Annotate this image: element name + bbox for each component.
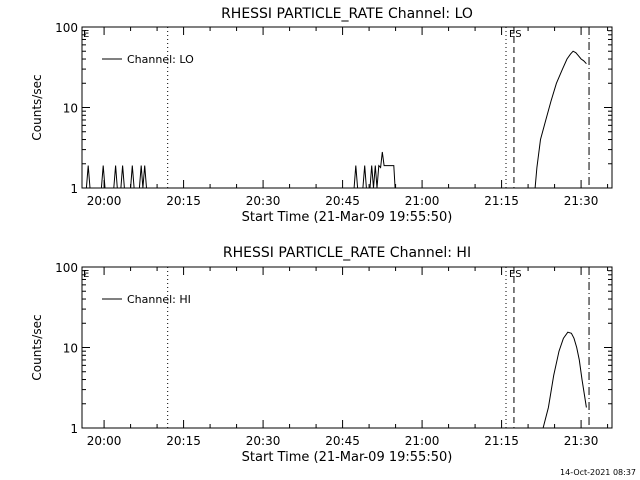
y-tick-label: 100 — [55, 21, 78, 35]
x-tick-label: 20:30 — [246, 194, 281, 208]
event-marker-label: ES — [509, 29, 522, 40]
plot-frame — [81, 26, 613, 189]
x-tick-label: 20:45 — [325, 434, 360, 448]
x-axis-label: Start Time (21-Mar-09 19:55:50) — [242, 210, 453, 225]
x-tick-label: 21:00 — [405, 194, 440, 208]
event-marker-label: ES — [509, 269, 522, 280]
chart-title: RHESSI PARTICLE_RATE Channel: HI — [223, 245, 471, 261]
legend-label: Channel: HI — [127, 293, 191, 306]
x-tick-label: 20:45 — [325, 194, 360, 208]
y-axis-label: Counts/sec — [30, 74, 44, 140]
x-tick-label: 21:00 — [405, 434, 440, 448]
x-tick-label: 21:30 — [564, 194, 599, 208]
x-axis-label: Start Time (21-Mar-09 19:55:50) — [242, 450, 453, 465]
x-tick-label: 20:30 — [246, 434, 281, 448]
x-tick-label: 20:00 — [87, 194, 122, 208]
y-tick-label: 10 — [63, 102, 78, 116]
y-tick-label: 10 — [63, 342, 78, 356]
y-tick-label: 100 — [55, 261, 78, 275]
x-tick-label: 20:15 — [166, 434, 201, 448]
legend-label: Channel: LO — [127, 53, 194, 66]
x-tick-label: 20:00 — [87, 434, 122, 448]
series-line — [542, 331, 587, 429]
plot-frame — [81, 266, 613, 429]
x-tick-label: 21:15 — [484, 434, 519, 448]
x-tick-label: 21:30 — [564, 434, 599, 448]
event-marker-label: E — [83, 269, 89, 280]
event-marker-label: E — [83, 29, 89, 40]
chart-title: RHESSI PARTICLE_RATE Channel: LO — [221, 6, 473, 22]
y-axis-label: Counts/sec — [30, 314, 44, 380]
y-tick-label: 1 — [70, 422, 78, 436]
timestamp: 14-Oct-2021 08:37 — [560, 468, 636, 477]
x-tick-label: 20:15 — [166, 194, 201, 208]
y-tick-label: 1 — [70, 182, 78, 196]
series-line — [82, 50, 587, 189]
x-tick-label: 21:15 — [484, 194, 519, 208]
